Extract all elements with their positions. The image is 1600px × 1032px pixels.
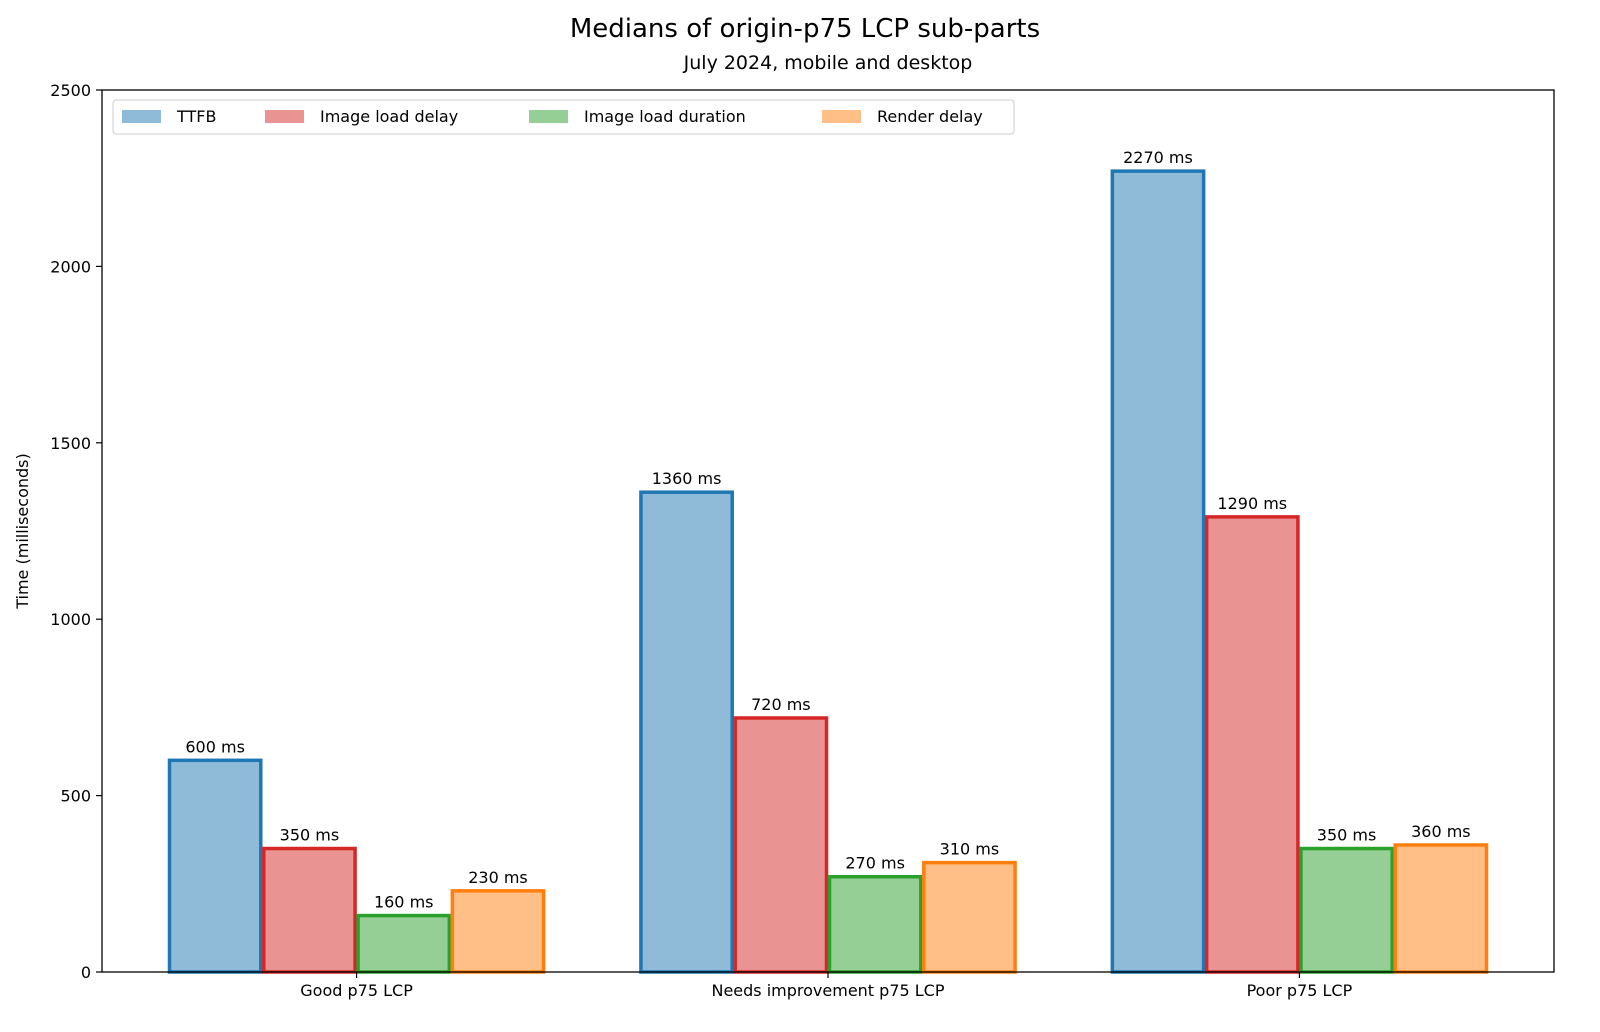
legend-swatch — [822, 110, 861, 123]
y-tick-label: 0 — [81, 963, 91, 982]
legend-label: Image load delay — [320, 107, 458, 126]
legend-swatch — [122, 110, 161, 123]
bar-render-delay-1 — [922, 860, 1017, 974]
y-tick-label: 500 — [60, 787, 91, 806]
data-label: 160 ms — [374, 893, 434, 912]
bar-image-load-duration-2 — [1299, 846, 1394, 974]
data-label: 1360 ms — [652, 469, 722, 488]
chart-title: Medians of origin-p75 LCP sub-parts — [570, 14, 1040, 44]
data-label: 2270 ms — [1123, 148, 1193, 167]
y-tick-label: 1000 — [50, 610, 91, 629]
legend-label: TTFB — [176, 107, 216, 126]
legend-swatch — [529, 110, 568, 123]
data-label: 230 ms — [468, 868, 528, 887]
data-label: 270 ms — [845, 854, 905, 873]
x-tick-label: Good p75 LCP — [300, 981, 413, 1000]
bar-ttfb-0 — [167, 758, 263, 974]
plot-area-frame — [101, 89, 1555, 973]
data-label: 600 ms — [185, 737, 245, 756]
data-label: 1290 ms — [1217, 494, 1287, 513]
x-tick-label: Needs improvement p75 LCP — [711, 981, 944, 1000]
legend-label: Image load duration — [584, 107, 746, 126]
bar-image-load-delay-2 — [1204, 515, 1300, 974]
legend-swatch — [265, 110, 304, 123]
data-label: 720 ms — [751, 695, 811, 714]
data-label: 350 ms — [280, 826, 340, 845]
x-tick-label: Poor p75 LCP — [1247, 981, 1353, 1000]
bar-ttfb-1 — [639, 490, 734, 974]
y-tick-label: 1500 — [50, 434, 91, 453]
bar-render-delay-0 — [450, 889, 546, 974]
bar-render-delay-2 — [1393, 843, 1489, 974]
bar-image-load-delay-0 — [262, 846, 357, 974]
data-label: 310 ms — [940, 840, 1000, 859]
legend-label: Render delay — [877, 107, 983, 126]
chart-subtitle: July 2024, mobile and desktop — [683, 52, 973, 74]
data-label: 350 ms — [1317, 826, 1377, 845]
y-tick-label: 2500 — [50, 81, 91, 100]
data-label: 360 ms — [1411, 822, 1471, 841]
bar-image-load-duration-1 — [827, 874, 923, 974]
bar-ttfb-2 — [1110, 169, 1206, 974]
y-axis-label: Time (milliseconds) — [13, 453, 32, 610]
bar-image-load-delay-1 — [733, 716, 829, 974]
bar-image-load-duration-0 — [356, 913, 452, 974]
legend: TTFB Image load delay Image load duration R… — [112, 99, 1015, 135]
y-tick-label: 2000 — [50, 257, 91, 276]
